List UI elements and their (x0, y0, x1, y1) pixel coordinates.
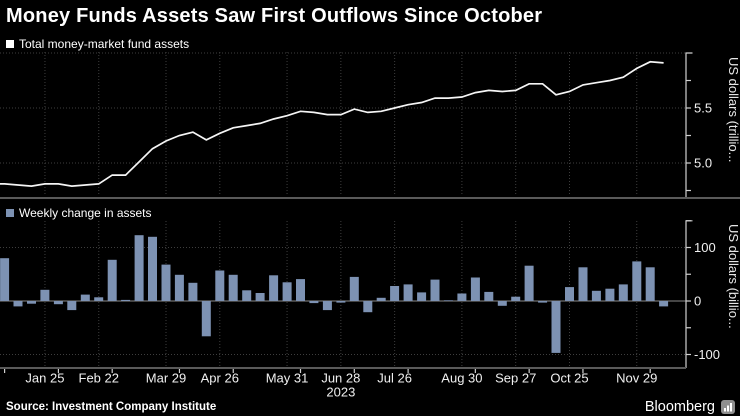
source-text: Source: Investment Company Institute (6, 401, 217, 413)
svg-text:US dollars (billio...: US dollars (billio... (726, 224, 740, 329)
chart-footer: Source: Investment Company Institute Blo… (0, 398, 740, 416)
panel-divider (0, 197, 740, 199)
svg-text:Aug 30: Aug 30 (441, 371, 482, 386)
bloomberg-brand: Bloomberg (645, 399, 735, 415)
legend-swatch-blue (6, 209, 14, 217)
legend-label-weekly-change: Weekly change in assets (19, 206, 152, 220)
svg-text:Sep 27: Sep 27 (495, 371, 536, 386)
legend-label-total-assets: Total money-market fund assets (19, 37, 190, 51)
legend-swatch-white (6, 40, 14, 48)
bar-chart-icon (721, 400, 735, 414)
svg-text:Mar 29: Mar 29 (146, 371, 186, 386)
svg-text:0: 0 (694, 294, 701, 309)
svg-text:May 31: May 31 (266, 371, 309, 386)
svg-text:5.0: 5.0 (694, 156, 712, 171)
svg-text:5.5: 5.5 (694, 101, 712, 116)
svg-text:Oct 25: Oct 25 (550, 371, 588, 386)
svg-text:Apr 26: Apr 26 (201, 371, 239, 386)
svg-text:100: 100 (694, 240, 716, 255)
weekly-change-bar-chart: 100 0 -100 Jan 25 Feb 22 Mar 29 Apr 26 May 31 Ju… (0, 220, 740, 400)
legend-weekly-change: Weekly change in assets (6, 206, 152, 220)
svg-text:2023: 2023 (326, 385, 355, 400)
svg-text:US dollars (trillio...: US dollars (trillio... (726, 57, 740, 162)
chart-title: Money Funds Assets Saw First Outflows Si… (6, 5, 543, 27)
svg-text:Jul 26: Jul 26 (377, 371, 412, 386)
assets-line-chart: 5.0 5.5 US dollars (trillio... (0, 52, 740, 197)
bloomberg-wordmark: Bloomberg (644, 399, 715, 415)
svg-text:Feb 22: Feb 22 (79, 371, 119, 386)
svg-text:Jun 28: Jun 28 (321, 371, 360, 386)
svg-text:-100: -100 (694, 347, 720, 362)
legend-total-assets: Total money-market fund assets (6, 37, 189, 51)
svg-text:Jan 25: Jan 25 (25, 371, 64, 386)
svg-text:Nov 29: Nov 29 (616, 371, 657, 386)
